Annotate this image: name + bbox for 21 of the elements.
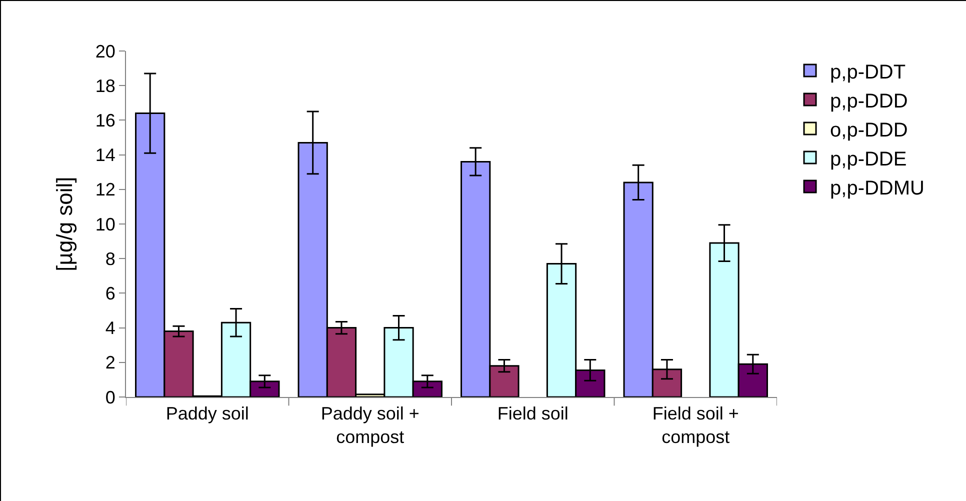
y-tick-label: 0 — [105, 387, 116, 408]
y-tick-label: 14 — [95, 145, 116, 166]
y-tick-label: 12 — [95, 180, 116, 200]
y-tick-label: 2 — [105, 352, 116, 373]
y-tick-label: 4 — [105, 318, 116, 338]
x-tick-label: Field soil — [497, 404, 568, 424]
y-tick-label: 6 — [105, 284, 116, 304]
x-tick-label: Field soil + compost — [652, 404, 739, 447]
y-tick-label: 10 — [95, 214, 116, 234]
x-tick-label: Paddy soil + compost — [320, 404, 420, 447]
y-axis-title: [µg/g soil] — [52, 176, 77, 272]
legend-label: p,p-DDE — [830, 148, 907, 170]
y-tick-label: 8 — [105, 248, 116, 269]
legend-label: o,p-DDD — [830, 119, 908, 142]
legend-label: p,p-DDMU — [830, 177, 924, 200]
legend-label: p,p-DDT — [830, 61, 906, 84]
y-tick-label: 18 — [95, 76, 116, 96]
x-tick-label: Paddy soil — [166, 404, 249, 424]
legend-label: p,p-DDD — [830, 90, 908, 112]
y-tick-label: 20 — [95, 41, 116, 62]
y-tick-label: 16 — [95, 110, 116, 130]
